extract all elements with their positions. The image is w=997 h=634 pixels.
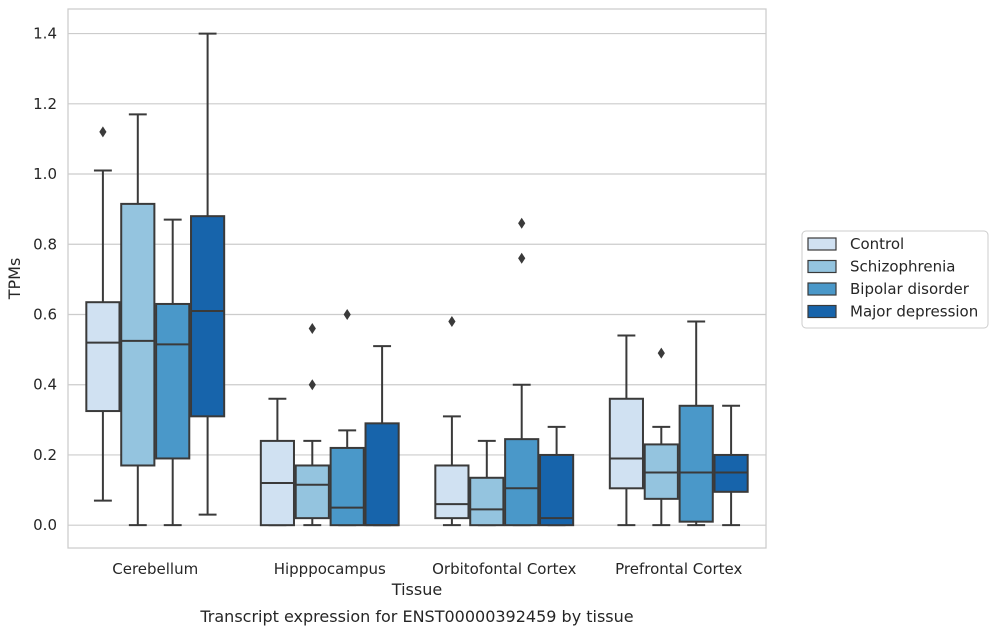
- outlier-marker: [99, 126, 107, 138]
- box-0-0: [85, 126, 121, 502]
- legend-swatch: [807, 237, 837, 251]
- legend-label: Schizophrenia: [850, 258, 955, 276]
- box-iqr: [85, 301, 121, 413]
- y-tick-label: 0.2: [33, 446, 57, 464]
- outlier-marker: [657, 347, 665, 359]
- figure-caption: Transcript expression for ENST0000039245…: [199, 607, 633, 626]
- box-iqr: [155, 302, 191, 460]
- x-tick-label: Cerebellum: [112, 560, 198, 578]
- y-tick-labels: 0.0 0.2 0.4 0.6 0.8 1.0 1.2 1.4: [33, 25, 57, 535]
- legend-frame: [801, 230, 989, 329]
- outlier-marker: [448, 316, 456, 328]
- box-2-0: [434, 316, 470, 527]
- outlier-marker: [518, 217, 526, 229]
- outlier-marker: [518, 252, 526, 264]
- y-tick-label: 1.0: [33, 165, 57, 183]
- plot-frame: [67, 8, 767, 549]
- box-1-3: [364, 345, 400, 527]
- box-iqr: [539, 453, 575, 527]
- box-iqr: [329, 446, 365, 527]
- legend-swatch: [807, 282, 837, 296]
- box-2-2: [504, 217, 540, 527]
- legend-label: Bipolar disorder: [850, 280, 970, 298]
- y-axis-label: TPMs: [5, 258, 24, 301]
- x-tick-label: Prefrontal Cortex: [615, 560, 742, 578]
- box-1-1: [294, 323, 330, 527]
- box-0-3: [190, 32, 226, 516]
- outlier-marker: [308, 379, 316, 391]
- box-iqr: [294, 464, 330, 520]
- outlier-marker: [343, 308, 351, 320]
- box-3-1: [643, 347, 679, 527]
- box-0-2: [155, 218, 191, 527]
- y-tick-label: 0.4: [33, 376, 57, 394]
- x-tick-labels: Cerebellum Hipppocampus Orbitofontal Corte…: [112, 560, 742, 578]
- box-iqr: [120, 202, 156, 467]
- y-tick-label: 0.8: [33, 235, 57, 253]
- legend-swatch: [807, 304, 837, 319]
- box-iqr: [434, 464, 470, 520]
- box-3-2: [678, 320, 714, 527]
- y-tick-label: 1.4: [33, 25, 57, 43]
- box-iqr: [608, 397, 644, 490]
- box-0-1: [120, 113, 156, 527]
- box-3-0: [608, 334, 644, 527]
- box-3-3: [713, 404, 749, 527]
- outlier-marker: [308, 323, 316, 335]
- box-2-1: [469, 439, 505, 527]
- box-1-0: [259, 397, 295, 527]
- legend: Control Schizophrenia Bipolar disorder Majo…: [801, 230, 989, 329]
- box-iqr: [190, 215, 226, 418]
- legend-label: Control: [850, 235, 904, 253]
- box-1-2: [329, 308, 365, 527]
- box-iqr: [364, 422, 400, 527]
- box-2-3: [539, 425, 575, 527]
- y-tick-label: 0.0: [33, 516, 57, 534]
- x-tick-label: Hipppocampus: [274, 560, 386, 578]
- x-axis-label: Tissue: [391, 580, 442, 599]
- box-iqr: [469, 476, 505, 527]
- legend-label: Major depression: [850, 303, 978, 321]
- x-tick-label: Orbitofontal Cortex: [432, 560, 576, 578]
- box-iqr: [678, 404, 714, 523]
- y-tick-label: 0.6: [33, 305, 57, 323]
- legend-swatch: [807, 259, 837, 274]
- y-tick-label: 1.2: [33, 95, 57, 113]
- box-iqr: [504, 438, 540, 527]
- boxes: [85, 32, 749, 527]
